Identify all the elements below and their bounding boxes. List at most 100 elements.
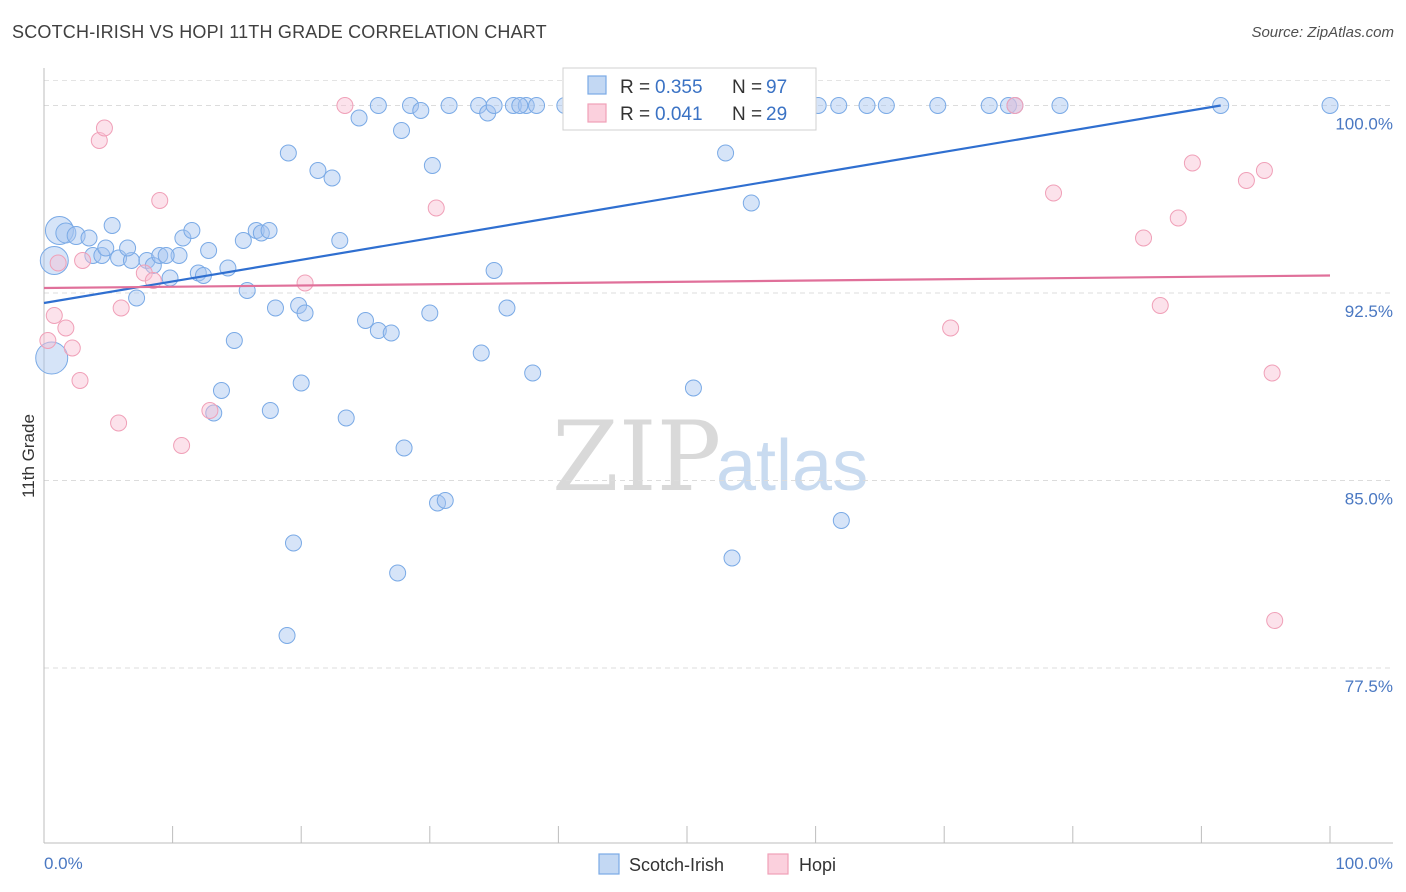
- scotch-irish-point: [436, 492, 454, 509]
- hopi-point: [39, 332, 57, 349]
- scotch-irish-point: [183, 222, 201, 239]
- scotch-irish-point: [170, 247, 188, 264]
- scotch-irish-point: [66, 226, 86, 245]
- hopi-point: [74, 252, 92, 269]
- scotch-irish-point: [511, 97, 529, 114]
- hopi-point: [427, 199, 445, 217]
- y-tick-label: 77.5%: [1345, 677, 1393, 696]
- legend-n-label-1: N =: [732, 77, 762, 98]
- scotch-irish-point: [234, 232, 252, 249]
- bottom-legend-swatch-hopi: [767, 853, 789, 875]
- scotch-irish-trend-line: [43, 104, 1221, 305]
- scotch-irish-point: [260, 222, 278, 239]
- hopi-point: [1135, 229, 1153, 247]
- scotch-irish-point: [357, 312, 374, 329]
- hopi-point: [57, 319, 75, 337]
- scotch-irish-point: [279, 144, 297, 162]
- scotch-irish-point: [97, 239, 115, 257]
- scotch-irish-point: [337, 409, 355, 427]
- bottom-legend-label-scotch-irish: Scotch-Irish: [629, 855, 724, 875]
- scotch-irish-point: [1000, 97, 1017, 114]
- scotch-irish-point: [35, 341, 69, 375]
- scotch-irish-point: [323, 169, 341, 187]
- scotch-irish-point: [292, 374, 310, 392]
- scotch-irish-point: [393, 122, 411, 139]
- hopi-point: [173, 437, 191, 454]
- scotch-irish-point: [39, 246, 69, 275]
- scotch-irish-point: [122, 252, 140, 269]
- scotch-irish-point: [485, 97, 503, 114]
- hopi-point: [95, 119, 113, 137]
- scotch-irish-point: [528, 97, 546, 114]
- hopi-point: [71, 372, 89, 389]
- scotch-irish-point: [877, 97, 895, 114]
- scotch-irish-point: [504, 97, 522, 114]
- scotch-irish-point: [832, 512, 850, 529]
- trend-lines: [43, 104, 1331, 305]
- watermark-atlas: atlas: [716, 426, 868, 506]
- scotch-irish-point: [225, 332, 243, 349]
- watermark-zip: ZIP: [552, 401, 721, 513]
- bottom-legend-swatch-scotch-irish: [598, 853, 620, 875]
- legend-swatch-scotch-irish: [587, 75, 607, 95]
- scotch-irish-point: [200, 242, 218, 259]
- scotch-irish-point: [1321, 97, 1339, 114]
- hopi-points: [39, 97, 1284, 629]
- scotch-irish-point: [742, 194, 760, 212]
- scotch-irish-point: [369, 322, 387, 339]
- scotch-irish-point: [498, 299, 516, 317]
- scotch-irish-point: [421, 304, 439, 322]
- legend-r-value-1: 0.355: [655, 77, 703, 98]
- hopi-point: [49, 254, 67, 272]
- scotch-irish-point: [212, 382, 230, 399]
- scotch-irish-point: [103, 217, 121, 234]
- scotch-irish-point: [684, 379, 702, 397]
- y-tick-label: 100.0%: [1335, 115, 1393, 134]
- scotch-irish-point: [412, 102, 430, 119]
- scotch-irish-point: [929, 97, 947, 114]
- legend-n-label-2: N =: [732, 104, 762, 125]
- hopi-point: [1266, 612, 1284, 629]
- axes: [43, 68, 1393, 844]
- scotch-irish-point: [278, 627, 296, 644]
- scotch-irish-point: [423, 157, 441, 174]
- scotch-irish-points: [35, 97, 1339, 644]
- scotch-irish-point: [261, 402, 279, 419]
- scotch-irish-point: [309, 162, 327, 179]
- scotch-irish-point: [517, 97, 535, 114]
- chart-title: SCOTCH-IRISH VS HOPI 11TH GRADE CORRELAT…: [12, 22, 547, 42]
- legend-n-value-2: 29: [766, 104, 787, 125]
- scotch-irish-point: [830, 97, 848, 114]
- scotch-irish-point: [369, 97, 387, 114]
- scotch-irish-point: [440, 97, 458, 114]
- scotch-irish-point: [395, 439, 413, 457]
- scotch-irish-point: [157, 247, 175, 264]
- scotch-irish-point: [151, 247, 169, 264]
- hopi-point: [90, 132, 108, 149]
- source-label: Source: ZipAtlas.com: [1251, 24, 1394, 41]
- hopi-point: [1183, 154, 1201, 172]
- scotch-irish-point: [80, 229, 98, 247]
- scotch-irish-point: [331, 232, 349, 249]
- scotch-irish-point: [472, 344, 490, 362]
- scotch-irish-point: [119, 239, 137, 257]
- scotch-irish-point: [128, 289, 146, 307]
- correlation-legend: R = 0.355 N = 97 R = 0.041 N = 29: [562, 67, 817, 131]
- scotch-irish-point: [350, 109, 368, 127]
- hopi-point: [1263, 364, 1281, 382]
- hopi-point: [151, 192, 169, 209]
- hopi-point: [942, 319, 960, 337]
- hopi-point: [45, 307, 63, 324]
- scotch-irish-point: [296, 304, 314, 322]
- hopi-point: [112, 299, 130, 317]
- hopi-point: [63, 339, 81, 357]
- hopi-point: [1006, 97, 1024, 114]
- legend-r-label-1: R =: [620, 77, 650, 98]
- scotch-irish-point: [717, 144, 735, 162]
- hopi-point: [201, 402, 219, 419]
- legend-n-value-1: 97: [766, 77, 787, 98]
- scotch-irish-point: [382, 324, 400, 342]
- scotch-irish-point: [402, 97, 420, 114]
- hopi-point: [110, 414, 128, 432]
- hopi-point: [1151, 297, 1169, 314]
